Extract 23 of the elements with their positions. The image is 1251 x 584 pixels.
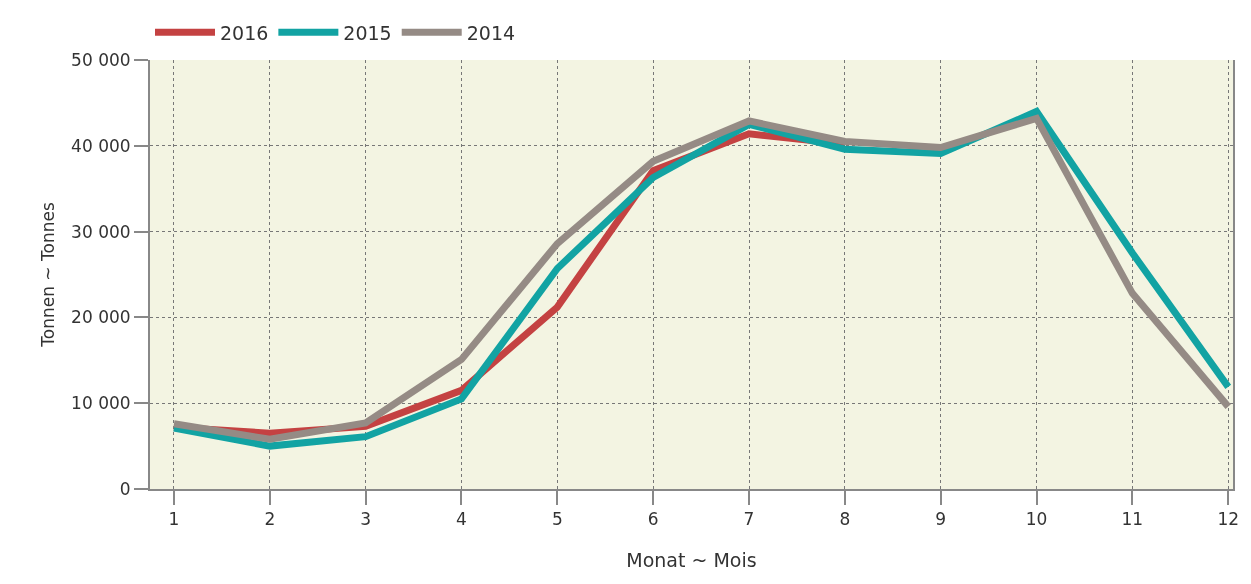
x-tick-label: 5 — [551, 509, 563, 530]
y-tick-label: 0 — [119, 478, 131, 499]
x-tick-label: 12 — [1217, 509, 1240, 530]
x-tick-label: 8 — [839, 509, 851, 530]
y-tick-label: 30 000 — [71, 221, 131, 242]
x-tick-label: 6 — [647, 509, 659, 530]
y-tick-label: 40 000 — [71, 135, 131, 156]
legend-label: 2015 — [343, 21, 392, 44]
x-tick-label: 3 — [360, 509, 372, 530]
x-tick-label: 7 — [743, 509, 755, 530]
x-tick-label: 11 — [1121, 509, 1144, 530]
y-tick-label: 10 000 — [71, 393, 131, 414]
x-tick-label: 10 — [1025, 509, 1048, 530]
y-tick-label: 50 000 — [71, 49, 131, 70]
x-axis-title: Monat ~ Mois — [626, 548, 757, 571]
y-tick-label: 20 000 — [71, 307, 131, 328]
y-axis-title: Tonnen ~ Tonnes — [38, 202, 59, 348]
x-tick-label: 1 — [168, 509, 180, 530]
legend-label: 2016 — [220, 21, 269, 44]
x-tick-label: 4 — [456, 509, 467, 530]
legend-label: 2014 — [466, 21, 516, 44]
x-tick-label: 9 — [935, 509, 947, 530]
x-tick-label: 2 — [264, 509, 276, 530]
